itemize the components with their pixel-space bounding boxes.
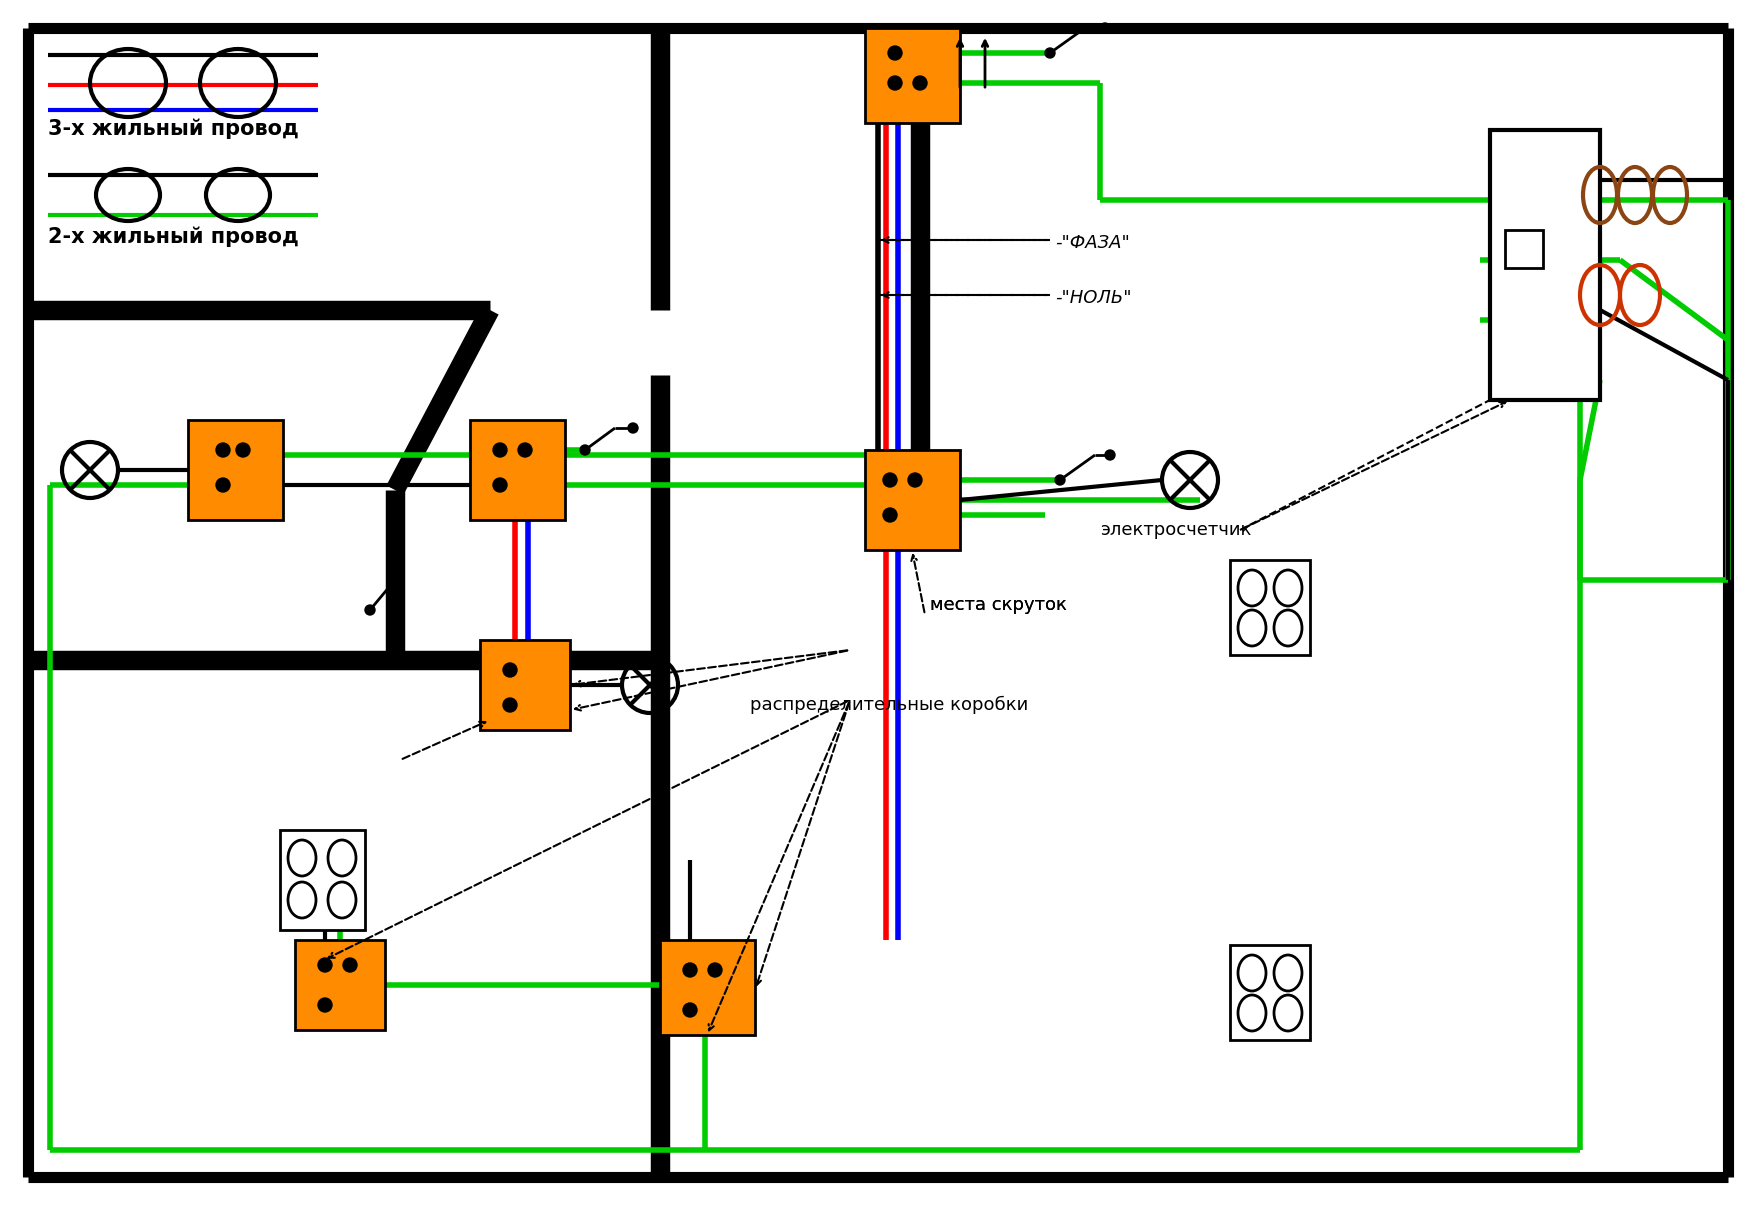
Bar [1490, 130, 1599, 400]
Circle shape [318, 998, 332, 1012]
Bar [470, 421, 565, 521]
Circle shape [628, 423, 637, 433]
Circle shape [888, 46, 902, 60]
Circle shape [683, 963, 697, 977]
Text: 3-х жильный провод: 3-х жильный провод [47, 118, 298, 139]
Circle shape [1055, 475, 1064, 484]
Bar [865, 449, 960, 549]
Text: места скруток: места скруток [930, 596, 1067, 615]
Circle shape [216, 478, 230, 492]
Circle shape [365, 605, 376, 615]
Bar [479, 640, 570, 730]
Circle shape [683, 1003, 697, 1017]
Circle shape [1099, 23, 1109, 33]
Circle shape [883, 474, 897, 487]
Bar [1228, 560, 1309, 656]
Circle shape [493, 443, 507, 457]
Circle shape [342, 958, 356, 972]
Circle shape [888, 76, 902, 90]
Circle shape [907, 474, 921, 487]
Circle shape [235, 443, 249, 457]
Bar [660, 940, 755, 1035]
Circle shape [318, 958, 332, 972]
Circle shape [913, 76, 927, 90]
Bar [1504, 230, 1543, 268]
Text: 2-х жильный провод: 2-х жильный провод [47, 227, 298, 247]
Circle shape [216, 443, 230, 457]
Text: -"НОЛЬ": -"НОЛЬ" [1055, 289, 1130, 307]
Text: места скруток: места скруток [930, 596, 1067, 615]
Bar [295, 940, 384, 1030]
Circle shape [493, 478, 507, 492]
Bar [279, 830, 365, 930]
Text: распределительные коробки: распределительные коробки [749, 695, 1028, 715]
Text: -"ФАЗА": -"ФАЗА" [1055, 234, 1128, 252]
Circle shape [502, 663, 516, 677]
Circle shape [883, 509, 897, 522]
Circle shape [1044, 48, 1055, 58]
Text: электросчетчик: электросчетчик [1099, 521, 1251, 539]
Circle shape [1104, 449, 1114, 460]
Circle shape [518, 443, 532, 457]
Bar [188, 421, 283, 521]
Bar [865, 28, 960, 123]
Circle shape [579, 445, 590, 455]
Circle shape [502, 698, 516, 712]
Circle shape [390, 535, 400, 545]
Bar [1228, 945, 1309, 1040]
Circle shape [707, 963, 721, 977]
